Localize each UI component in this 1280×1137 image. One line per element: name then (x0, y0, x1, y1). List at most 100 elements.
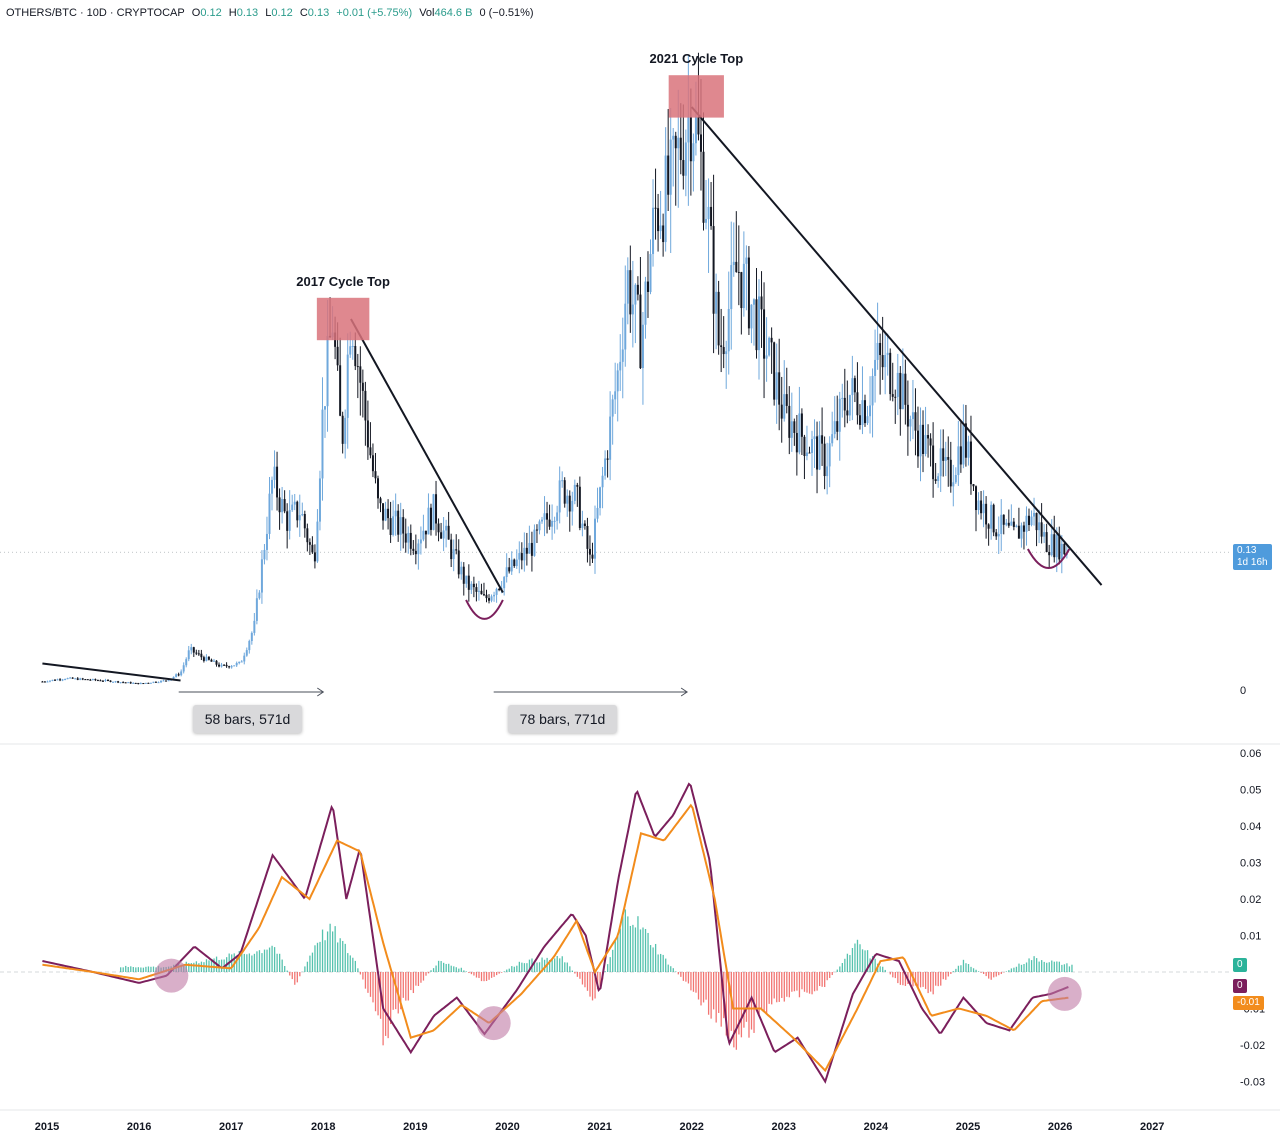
candle-body (460, 566, 463, 575)
candle-body (621, 349, 624, 362)
candle-body (644, 281, 647, 325)
candle-body (230, 666, 233, 668)
candle-body (318, 478, 321, 522)
candle-body (793, 421, 796, 433)
candle-body (306, 528, 309, 543)
candle-body (1038, 522, 1041, 531)
candle-body (750, 304, 753, 329)
candle-body (1020, 525, 1023, 539)
candle-body (187, 650, 190, 660)
candle-body (296, 501, 299, 521)
candle-body (59, 679, 62, 681)
candle-body (563, 480, 566, 504)
candle-body (788, 405, 791, 438)
candle-body (99, 680, 102, 682)
candle-body (889, 352, 892, 395)
candle-body (124, 682, 127, 684)
candle-body (975, 486, 978, 511)
candle-body (906, 404, 909, 427)
oscillator-group (42, 782, 1082, 1084)
candle-body (253, 620, 256, 633)
candle-body (233, 665, 236, 667)
candle-body (414, 550, 417, 555)
candle-body (626, 270, 629, 304)
candle-body (969, 441, 972, 485)
candle-body (803, 436, 806, 457)
candle-body (56, 679, 59, 681)
candle-body (616, 370, 619, 392)
legend-low-value: 0.12 (271, 7, 293, 19)
candle-body (1035, 512, 1038, 531)
candle-body (369, 447, 372, 456)
candle-body (235, 663, 238, 666)
candle-body (773, 342, 776, 400)
x-axis-tick: 2025 (956, 1121, 980, 1133)
candle-body (573, 484, 576, 501)
candle-body (571, 500, 574, 512)
candle-body (255, 598, 258, 621)
cycle-top-label-1: 2017 Cycle Top (296, 274, 390, 289)
candle-body (758, 296, 761, 351)
candle-body (422, 530, 425, 540)
candle-body (493, 594, 496, 597)
candle-body (821, 435, 824, 444)
trendline-1 (42, 662, 181, 682)
candle-body (909, 419, 912, 427)
candle-body (149, 682, 152, 684)
candle-body (1045, 532, 1048, 553)
candle-body (445, 525, 448, 531)
candle-body (412, 548, 415, 551)
candle-body (1022, 525, 1025, 532)
candles-group (41, 52, 1068, 685)
candle-body (276, 466, 279, 498)
candle-body (962, 423, 965, 465)
candle-body (831, 434, 834, 444)
candle-body (707, 206, 710, 220)
candle-body (339, 365, 342, 416)
candle-body (69, 677, 72, 679)
candle-body (64, 679, 67, 681)
candle-body (336, 346, 339, 366)
candle-body (614, 391, 617, 400)
candle-body (455, 549, 458, 551)
candle-body (1033, 512, 1036, 517)
candle-body (710, 206, 713, 227)
candle-body (137, 682, 140, 685)
candle-body (495, 588, 498, 595)
candle-body (1040, 522, 1043, 537)
candle-body (702, 151, 705, 223)
candle-body (48, 680, 51, 682)
candle-body (134, 682, 137, 684)
candle-body (954, 475, 957, 483)
candle-body (205, 656, 208, 661)
candle-body (432, 494, 435, 530)
candle-body (271, 479, 274, 494)
candle-body (785, 394, 788, 406)
oscillator-y-tick: 0.03 (1240, 858, 1261, 870)
candle-body (843, 397, 846, 411)
date-range-label-2[interactable]: 78 bars, 771d (507, 705, 618, 733)
candle-body (223, 664, 226, 666)
date-range-label-1[interactable]: 58 bars, 571d (192, 705, 303, 733)
candle-body (394, 510, 397, 517)
candle-body (374, 471, 377, 479)
candle-body (107, 679, 110, 681)
candle-body (942, 448, 945, 461)
candle-body (783, 394, 786, 419)
candle-body (450, 539, 453, 560)
candle-body (440, 532, 443, 539)
candle-body (558, 480, 561, 513)
candle-body (682, 160, 685, 176)
legend-open-value: 0.12 (200, 7, 222, 19)
candle-body (1012, 521, 1015, 527)
candle-body (813, 436, 816, 440)
candle-body (351, 346, 354, 347)
legend-extra: 0 (−0.51%) (479, 7, 534, 19)
candle-body (964, 423, 967, 458)
candle-body (293, 501, 296, 505)
candle-body (427, 507, 430, 535)
candle-body (127, 682, 130, 684)
candle-body (308, 542, 311, 545)
candle-body (657, 208, 660, 232)
